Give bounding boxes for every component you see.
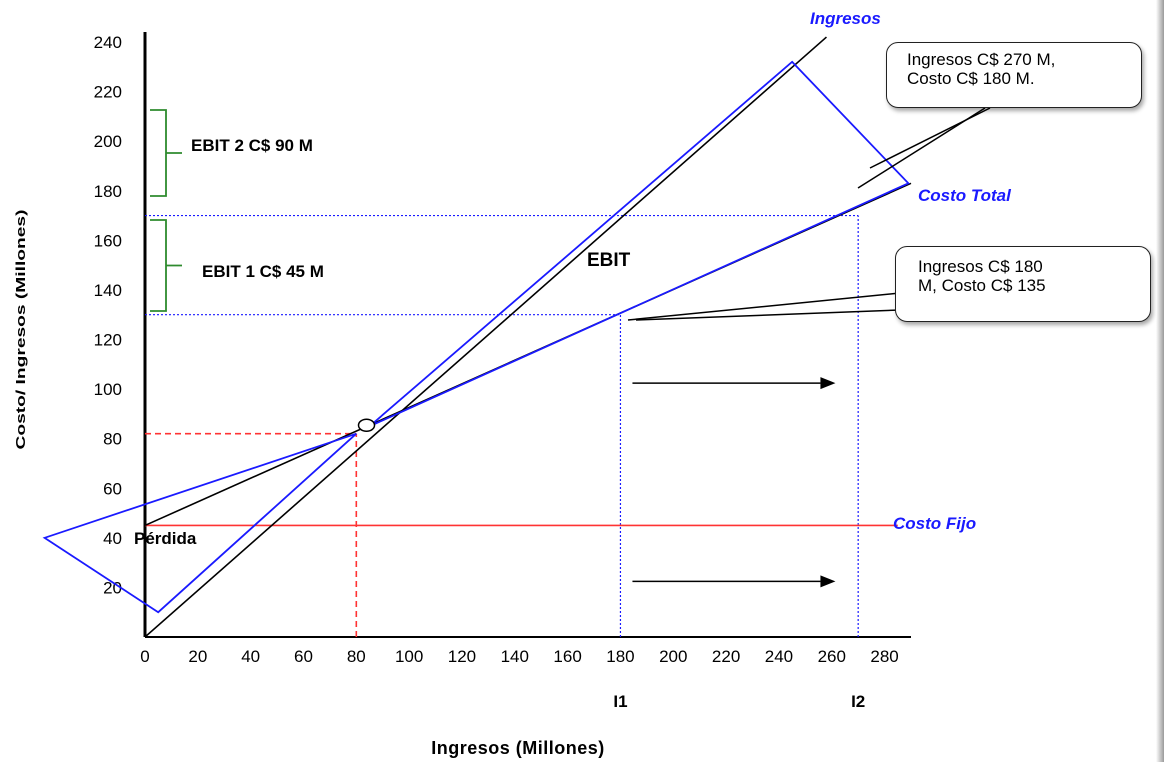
- series-ingresos-line: [144, 36, 828, 638]
- x-tick-label: 120: [448, 647, 476, 666]
- y-tick-label: 40: [103, 529, 122, 548]
- arrow-head-0: [820, 377, 836, 390]
- callout-180-line1: Ingresos C$ 180: [918, 257, 1043, 276]
- y-tick-label: 200: [94, 132, 122, 151]
- callout-180-pointer-b: [635, 309, 901, 321]
- arrow-head-1: [820, 575, 836, 588]
- y-tick-label: 100: [94, 380, 122, 399]
- x-tick-label: 60: [294, 647, 313, 666]
- i1-label: I1: [613, 692, 627, 711]
- callout-180: Ingresos C$ 180 M, Costo C$ 135: [895, 246, 1151, 322]
- callout-270-line1: Ingresos C$ 270 M,: [907, 50, 1056, 69]
- callout-270-line2: Costo C$ 180 M.: [907, 69, 1035, 88]
- y-tick-label: 80: [103, 430, 122, 449]
- page-edge-shadow: [1156, 0, 1164, 762]
- y-tick-label: 160: [94, 231, 122, 250]
- loss-region-outline: [42, 432, 357, 614]
- x-tick-label: 260: [818, 647, 846, 666]
- y-axis-title: Costo/ Ingresos (Millones): [13, 210, 28, 450]
- x-tick-label: 240: [765, 647, 793, 666]
- ingresos-series-label: Ingresos: [810, 9, 881, 28]
- x-tick-label: 220: [712, 647, 740, 666]
- ebit-label: EBIT: [587, 250, 631, 271]
- x-tick-label: 40: [241, 647, 260, 666]
- y-tick-label: 140: [94, 281, 122, 300]
- ebit1-label: EBIT 1 C$ 45 M: [202, 262, 324, 281]
- x-tick-label: 100: [395, 647, 423, 666]
- costo-fijo-series-label: Costo Fijo: [893, 514, 976, 533]
- y-tick-label: 120: [94, 331, 122, 350]
- x-tick-label: 280: [870, 647, 898, 666]
- callout-270-pointer-b: [869, 107, 991, 169]
- x-tick-label: 160: [553, 647, 581, 666]
- perdida-label: Pérdida: [134, 529, 197, 548]
- y-tick-label: 240: [94, 33, 122, 52]
- y-tick-label: 60: [103, 479, 122, 498]
- x-tick-label: 140: [501, 647, 529, 666]
- x-axis-title: Ingresos (Millones): [431, 738, 605, 758]
- ebit-region-outline: [368, 60, 910, 428]
- i2-label: I2: [851, 692, 865, 711]
- break-even-marker: [357, 418, 376, 433]
- y-tick-label: 180: [94, 182, 122, 201]
- y-tick-label: 20: [103, 578, 122, 597]
- callout-180-line2: M, Costo C$ 135: [918, 276, 1046, 295]
- ebit1-brace: [150, 219, 182, 312]
- ebit2-label: EBIT 2 C$ 90 M: [191, 136, 313, 155]
- x-tick-label: 180: [606, 647, 634, 666]
- x-tick-label: 200: [659, 647, 687, 666]
- y-tick-label: 220: [94, 83, 122, 102]
- x-tick-label: 20: [188, 647, 207, 666]
- ebit2-brace: [150, 109, 182, 197]
- x-tick-label: 80: [347, 647, 366, 666]
- costo-total-series-label: Costo Total: [918, 186, 1012, 205]
- x-tick-label: 0: [140, 647, 149, 666]
- callout-270: Ingresos C$ 270 M, Costo C$ 180 M.: [886, 42, 1142, 108]
- callout-180-pointer-a: [627, 292, 901, 321]
